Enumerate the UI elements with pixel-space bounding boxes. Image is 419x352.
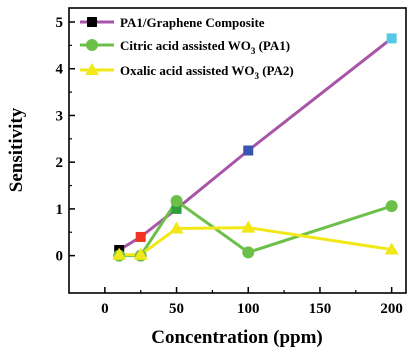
data-point-citric-wo3: [385, 200, 398, 213]
legend-label: PA1/Graphene Composite: [120, 15, 265, 30]
legend: PA1/Graphene Composite Citric acid assist…: [80, 15, 294, 81]
x-tick-label: 100: [237, 301, 260, 317]
y-tick-label: 1: [56, 202, 64, 218]
y-tick-label: 3: [56, 108, 64, 124]
y-tick-label: 0: [56, 249, 64, 265]
legend-label-subscript: 3: [254, 71, 259, 81]
x-tick-label: 200: [380, 301, 403, 317]
data-point-oxalic-wo3: [133, 247, 148, 260]
data-point-oxalic-wo3: [241, 220, 256, 233]
y-axis: 0 1 2 3 4 5: [56, 15, 75, 265]
data-point-oxalic-wo3: [112, 247, 127, 260]
x-axis-title: Concentration (ppm): [151, 327, 323, 348]
x-tick-label: 0: [101, 301, 109, 317]
data-point-pa1-graphene: [243, 145, 254, 156]
series-markers-oxalic-wo3: [112, 220, 399, 260]
y-tick-label: 5: [56, 15, 64, 31]
data-point-oxalic-wo3: [169, 221, 184, 234]
x-tick-label: 50: [169, 301, 184, 317]
data-point-citric-wo3: [170, 194, 183, 207]
x-tick-label: 150: [309, 301, 332, 317]
data-point-pa1-graphene: [171, 203, 182, 214]
legend-label: Citric acid assisted WO3 (PA1): [120, 38, 290, 56]
legend-marker: [86, 39, 98, 51]
data-point-citric-wo3: [242, 246, 255, 259]
legend-entry-citric-wo3: Citric acid assisted WO3 (PA1): [80, 38, 290, 56]
data-point-oxalic-wo3: [384, 242, 399, 255]
plot-frame: [68, 7, 407, 294]
y-axis-title: Sensitivity: [6, 107, 27, 192]
data-point-pa1-graphene: [386, 33, 397, 44]
y-tick-label: 2: [56, 155, 64, 171]
legend-label-tail: (PA1): [255, 38, 290, 53]
legend-label-main: Oxalic acid assisted WO: [120, 63, 254, 78]
legend-marker: [87, 17, 97, 27]
y-tick-label: 4: [56, 62, 64, 78]
legend-label-main: Citric acid assisted WO: [120, 38, 251, 53]
series-layer: [112, 33, 399, 262]
legend-entry-oxalic-wo3: Oxalic acid assisted WO3 (PA2): [80, 63, 294, 81]
data-point-pa1-graphene: [135, 231, 146, 242]
legend-label-tail: (PA2): [259, 63, 294, 78]
legend-label: Oxalic acid assisted WO3 (PA2): [120, 63, 294, 81]
legend-entry-pa1-graphene: PA1/Graphene Composite: [80, 15, 265, 30]
legend-marker: [85, 63, 99, 75]
x-axis: 0 50 100 150 200: [101, 287, 403, 317]
legend-label-subscript: 3: [251, 46, 256, 56]
